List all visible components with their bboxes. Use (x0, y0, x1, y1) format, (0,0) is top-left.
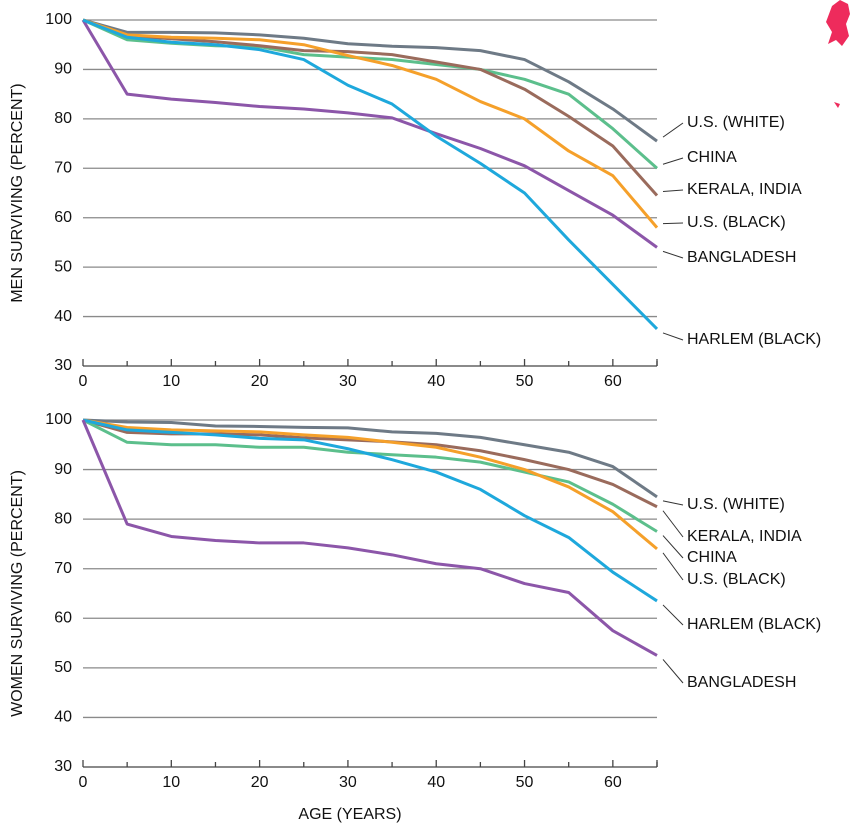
y-tick-label: 70 (54, 160, 72, 177)
series-line (82, 418, 658, 499)
label-leader (662, 510, 684, 538)
series-line (82, 18, 659, 330)
series-line (81, 19, 658, 249)
series-line (82, 418, 658, 533)
y-tick-label: 50 (54, 659, 72, 676)
x-tick-label: 40 (427, 373, 445, 390)
y-tick-label: 60 (54, 610, 72, 627)
label-leader (662, 535, 684, 559)
series-line (82, 418, 658, 603)
y-axis-label: MEN SURVIVING (PERCENT) (9, 83, 26, 302)
label-leader (662, 604, 684, 626)
x-tick-label: 60 (604, 373, 622, 390)
y-tick-label: 90 (54, 61, 72, 78)
y-tick-label: 60 (54, 209, 72, 226)
label-leader (662, 250, 684, 259)
label-leader (662, 189, 684, 192)
x-tick-label: 20 (251, 774, 269, 791)
series-label: U.S. (WHITE) (687, 496, 785, 513)
y-tick-label: 100 (45, 11, 72, 28)
x-tick-label: 0 (79, 373, 88, 390)
x-tick-label: 0 (79, 774, 88, 791)
series-label: CHINA (687, 149, 737, 166)
series-label: U.S. (BLACK) (687, 214, 786, 231)
y-tick-label: 70 (54, 560, 72, 577)
label-leader (662, 122, 684, 138)
series-line (82, 18, 659, 197)
x-tick-label: 10 (162, 373, 180, 390)
y-axis-label: WOMEN SURVIVING (PERCENT) (9, 470, 26, 717)
series-line (82, 18, 658, 143)
y-tick-label: 80 (54, 110, 72, 127)
series-label: BANGLADESH (687, 249, 796, 266)
y-tick-label: 80 (54, 510, 72, 527)
y-tick-label: 30 (54, 758, 72, 775)
x-tick-label: 30 (339, 373, 357, 390)
label-leader (662, 500, 684, 506)
map-decoration (826, 0, 850, 46)
x-tick-label: 50 (516, 373, 534, 390)
series-line (82, 418, 658, 551)
x-tick-label: 60 (604, 774, 622, 791)
series-label: HARLEM (BLACK) (687, 616, 821, 633)
x-tick-label: 50 (516, 774, 534, 791)
label-leader (662, 332, 684, 341)
label-leader (662, 157, 684, 165)
label-leader (662, 222, 684, 225)
series-line (82, 18, 659, 229)
series-label: HARLEM (BLACK) (687, 331, 821, 348)
y-tick-label: 50 (54, 258, 72, 275)
x-tick-label: 40 (427, 774, 445, 791)
y-tick-label: 40 (54, 709, 72, 726)
x-axis-label: AGE (YEARS) (298, 806, 401, 823)
x-tick-label: 30 (339, 774, 357, 791)
label-leader (662, 552, 684, 581)
series-label: U.S. (WHITE) (687, 114, 785, 131)
y-tick-label: 90 (54, 461, 72, 478)
series-label: U.S. (BLACK) (687, 571, 786, 588)
series-label: CHINA (687, 549, 737, 566)
y-tick-label: 40 (54, 308, 72, 325)
x-tick-label: 20 (251, 373, 269, 390)
series-label: KERALA, INDIA (687, 181, 802, 198)
map-decoration (834, 102, 840, 108)
y-tick-label: 30 (54, 357, 72, 374)
series-line (81, 419, 658, 657)
y-tick-label: 100 (45, 411, 72, 428)
series-label: BANGLADESH (687, 674, 796, 691)
series-label: KERALA, INDIA (687, 528, 802, 545)
x-tick-label: 10 (162, 774, 180, 791)
label-leader (662, 659, 684, 684)
